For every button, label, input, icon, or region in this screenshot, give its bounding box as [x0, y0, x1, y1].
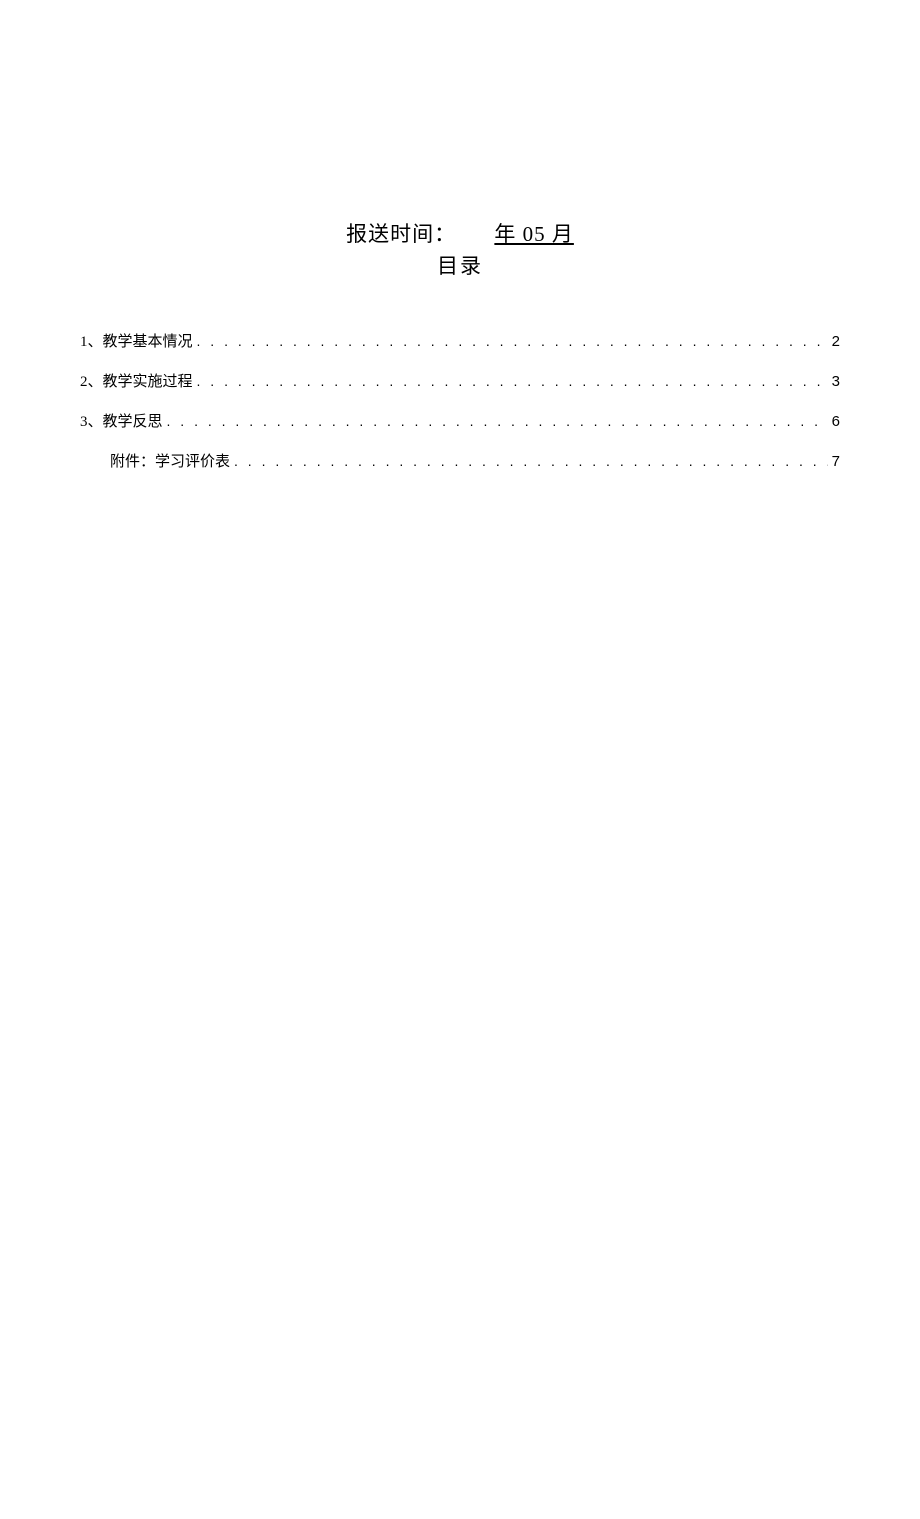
submit-time-label: 报送时间：: [346, 222, 456, 246]
toc-entry: 3、教学反思 . . . . . . . . . . . . . . . . .…: [80, 410, 840, 431]
toc-entry: 1、教学基本情况 . . . . . . . . . . . . . . . .…: [80, 330, 840, 351]
toc-entry-page: 3: [828, 373, 840, 390]
toc-list: 1、教学基本情况 . . . . . . . . . . . . . . . .…: [80, 330, 840, 471]
toc-entry-label: 3、教学反思: [80, 410, 167, 431]
header-line: 报送时间： 年 05 月: [80, 218, 840, 248]
document-page: 报送时间： 年 05 月 目录 1、教学基本情况 . . . . . . . .…: [0, 218, 920, 471]
toc-entry-page: 7: [828, 453, 840, 470]
submit-date-value: 年 05 月: [494, 222, 574, 246]
toc-entry-page: 6: [828, 413, 840, 430]
toc-leader-dots: . . . . . . . . . . . . . . . . . . . . …: [197, 373, 828, 389]
toc-leader-dots: . . . . . . . . . . . . . . . . . . . . …: [234, 453, 828, 469]
toc-leader-dots: . . . . . . . . . . . . . . . . . . . . …: [167, 413, 828, 429]
toc-title: 目录: [80, 250, 840, 280]
toc-entry-label: 2、教学实施过程: [80, 370, 197, 391]
toc-leader-dots: . . . . . . . . . . . . . . . . . . . . …: [197, 333, 828, 349]
toc-entry-label: 附件：学习评价表: [80, 450, 234, 471]
toc-entry: 附件：学习评价表 . . . . . . . . . . . . . . . .…: [80, 450, 840, 471]
toc-entry: 2、教学实施过程 . . . . . . . . . . . . . . . .…: [80, 370, 840, 391]
toc-entry-page: 2: [828, 333, 840, 350]
toc-entry-label: 1、教学基本情况: [80, 330, 197, 351]
